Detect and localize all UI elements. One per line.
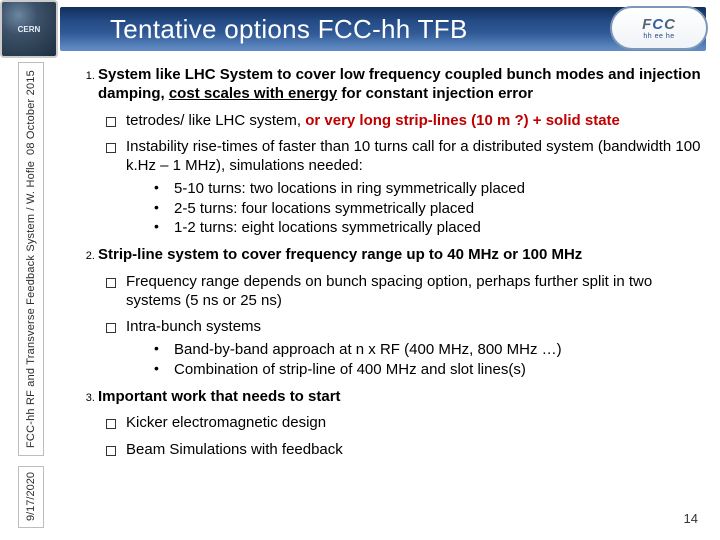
p2-lead: Strip-line system to cover frequency ran…	[98, 246, 582, 263]
point-3: Important work that needs to start Kicke…	[98, 388, 702, 460]
sidebar-date: 9/17/2020	[18, 466, 44, 528]
sidebar-credit-text: FCC-hh RF and Transverse Feedback System…	[25, 161, 37, 448]
cern-logo-text: CERN	[18, 25, 41, 34]
sidebar-session-date: 08 October 2015	[25, 70, 37, 155]
main-list: System like LHC System to cover low freq…	[78, 66, 702, 460]
p3-lead: Important work that needs to start	[98, 388, 341, 405]
p2-d1: Band-by-band approach at n x RF (400 MHz…	[174, 341, 702, 360]
p3-sq1: Kicker electromagnetic design	[126, 414, 702, 433]
p3-sq2: Beam Simulations with feedback	[126, 441, 702, 460]
p2-sq1: Frequency range depends on bunch spacing…	[126, 273, 702, 311]
p2-sq2-text: Intra-bunch systems	[126, 318, 261, 335]
page-number: 14	[684, 511, 698, 526]
page-title: Tentative options FCC-hh TFB	[110, 14, 468, 45]
fcc-logo: FCC hh ee he	[610, 6, 708, 50]
p1-d1: 5-10 turns: two locations in ring symmet…	[174, 180, 702, 199]
fcc-logo-big: FCC	[642, 16, 676, 33]
p1-dots: 5-10 turns: two locations in ring symmet…	[126, 180, 702, 238]
p1-sq1-a: tetrodes/ like LHC system,	[126, 112, 305, 129]
sidebar: FCC-hh RF and Transverse Feedback System…	[10, 62, 54, 528]
p1-sublist: tetrodes/ like LHC system, or very long …	[98, 112, 702, 239]
point-2: Strip-line system to cover frequency ran…	[98, 246, 702, 380]
p2-d2: Combination of strip-line of 400 MHz and…	[174, 361, 702, 380]
p2-sq2: Intra-bunch systems Band-by-band approac…	[126, 318, 702, 379]
content: System like LHC System to cover low freq…	[78, 66, 702, 524]
p2-sublist: Frequency range depends on bunch spacing…	[98, 273, 702, 380]
p3-sublist: Kicker electromagnetic design Beam Simul…	[98, 414, 702, 460]
p1-lead-b: cost scales with energy	[169, 85, 337, 102]
p1-d3: 1-2 turns: eight locations symmetrically…	[174, 219, 702, 238]
p2-dots: Band-by-band approach at n x RF (400 MHz…	[126, 341, 702, 380]
p1-d2: 2-5 turns: four locations symmetrically …	[174, 200, 702, 219]
sidebar-credit: FCC-hh RF and Transverse Feedback System…	[18, 62, 44, 456]
slide: CERN Tentative options FCC-hh TFB FCC hh…	[0, 0, 720, 540]
p1-sq1: tetrodes/ like LHC system, or very long …	[126, 112, 702, 131]
fcc-logo-small: hh ee he	[643, 33, 674, 40]
p1-sq2-text: Instability rise-times of faster than 10…	[126, 138, 700, 174]
p1-lead-c: for constant injection error	[337, 85, 533, 102]
cern-logo: CERN	[0, 0, 58, 58]
p1-sq2: Instability rise-times of faster than 10…	[126, 138, 702, 238]
p1-sq1-b: or very long strip-lines (10 m ?) + soli…	[305, 112, 620, 129]
point-1: System like LHC System to cover low freq…	[98, 66, 702, 238]
